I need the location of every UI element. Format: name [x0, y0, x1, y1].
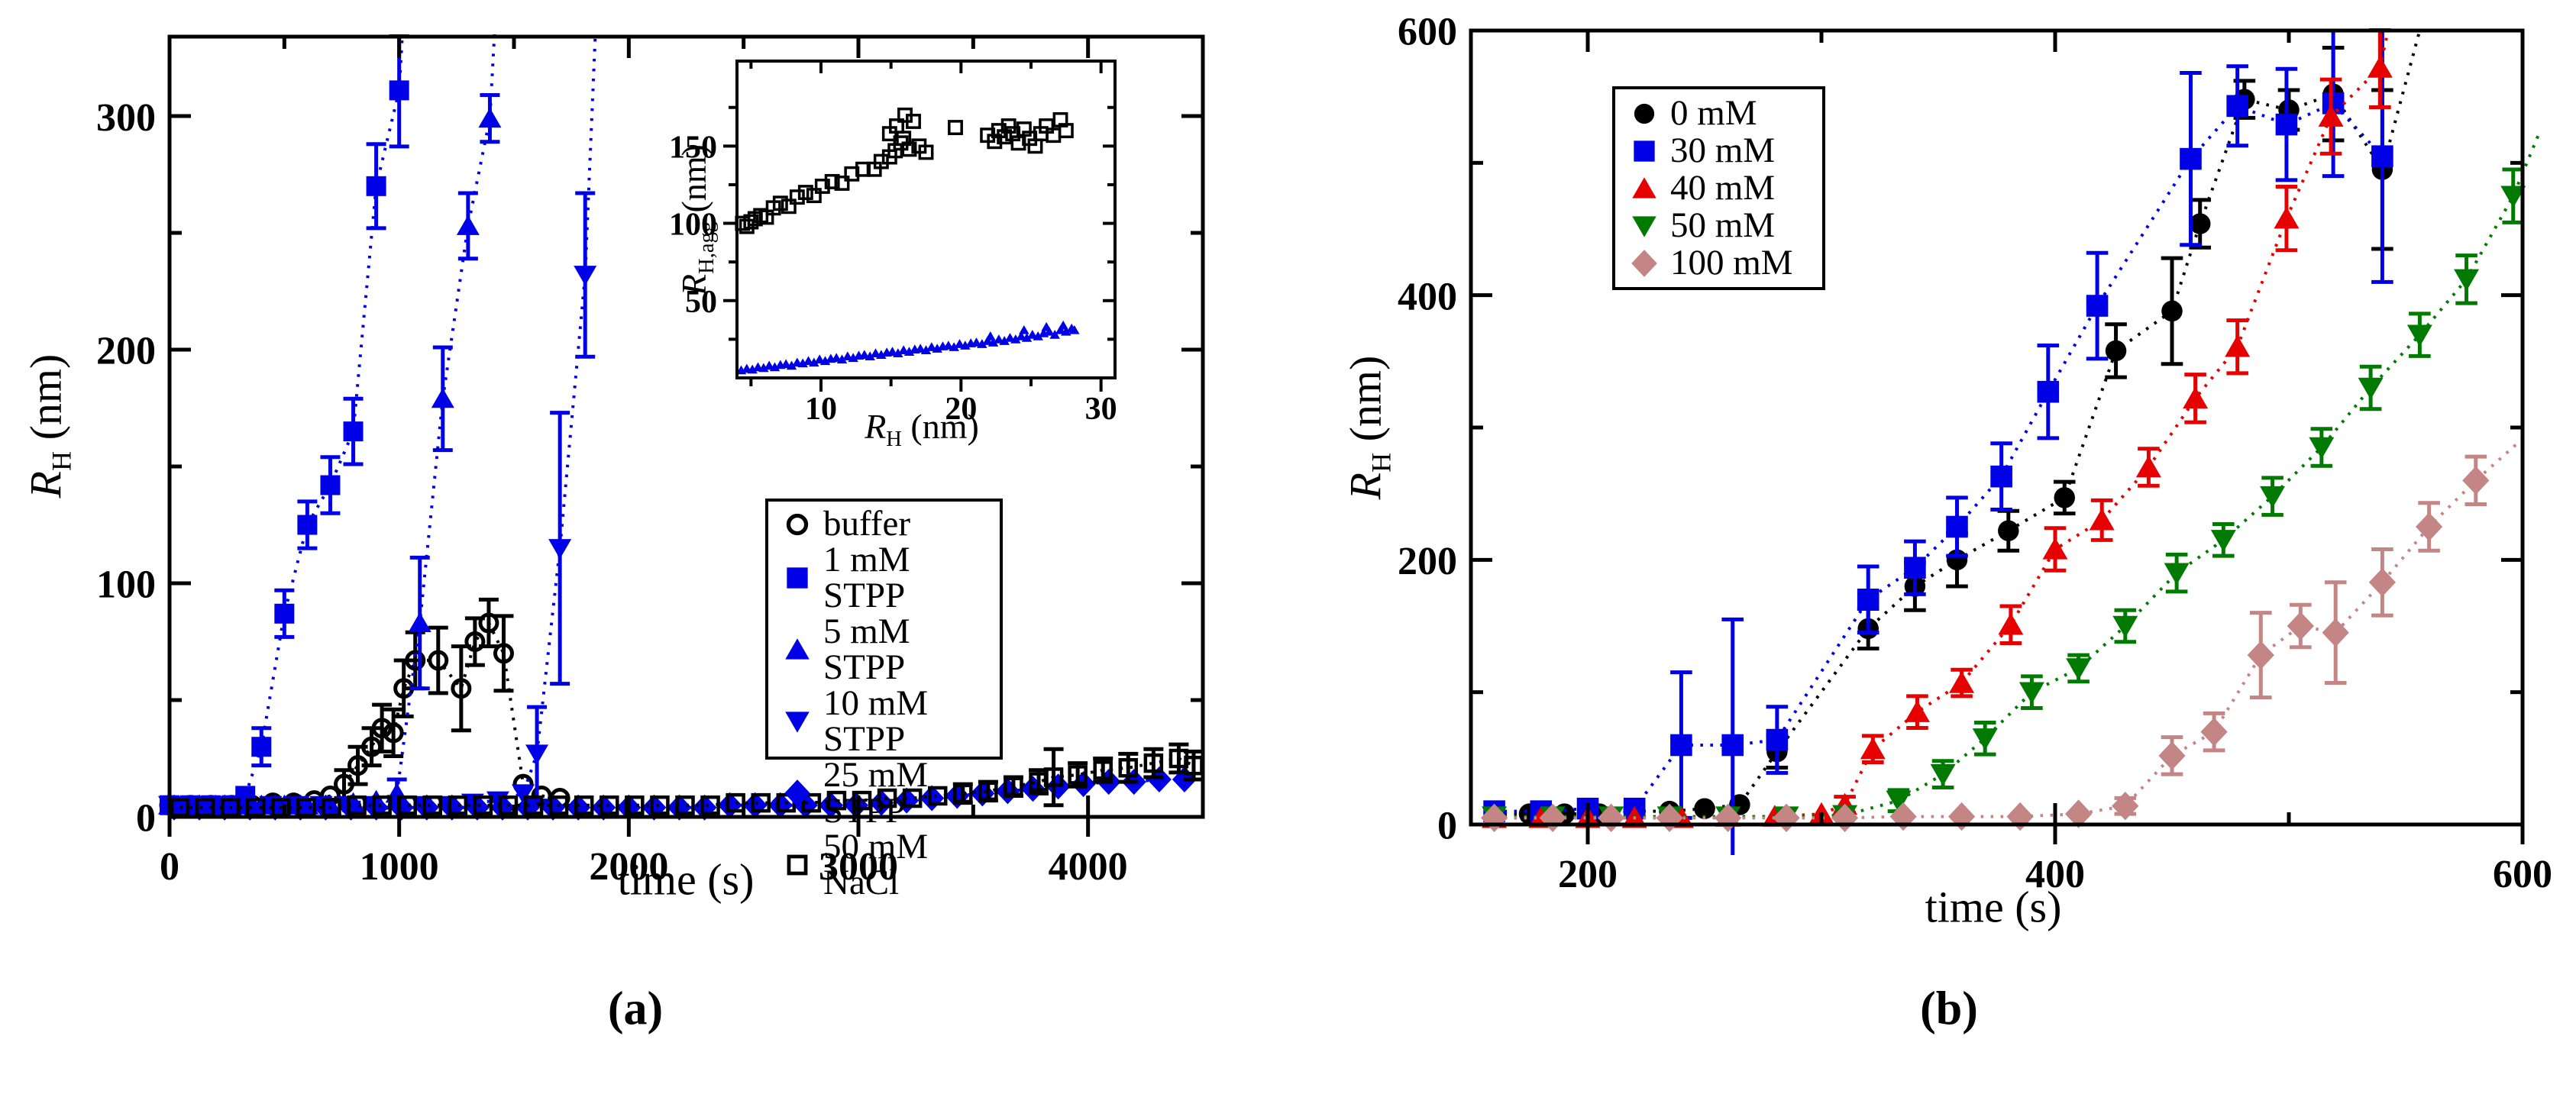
r-symbol: R [865, 406, 887, 446]
panel-a-legend: buffer 1 mM STPP 5 mM STPP 10 mM STPP 25 mM … [765, 499, 1003, 901]
svg-text:400: 400 [1398, 275, 1457, 318]
legend-entry-40-mm: 40 mM [1627, 170, 1810, 206]
legend-entry-30-mm: 30 mM [1627, 133, 1810, 169]
buffer-marker-icon [786, 513, 809, 535]
panel-b-legend: 0 mM 30 mM 40 mM 50 mM 100 mM [1612, 86, 1825, 290]
legend-entry-50-mm: 50 mM [1627, 208, 1810, 244]
panel-a-markers-1-mm-stpp [160, 80, 409, 815]
40-mm-marker-icon [1632, 176, 1656, 198]
inset-y-axis-label: RH,agg (nm) [674, 144, 719, 295]
legend-entry-label: 0 mM [1670, 93, 1757, 133]
legend-entry-0-mm: 0 mM [1627, 95, 1810, 131]
svg-text:100: 100 [96, 563, 156, 607]
legend-entry-5-mm-stpp: 5 mM STPP [781, 614, 987, 686]
inset-frame [735, 60, 1117, 379]
svg-text:300: 300 [96, 96, 156, 140]
5-mm-stpp-marker-icon [785, 638, 810, 660]
100-mm-marker-icon [1631, 249, 1657, 277]
inset-series-aggregates-nacl [735, 107, 1074, 234]
legend-entry-label: 5 mM STPP [823, 612, 910, 687]
r-subscript: H [46, 450, 77, 471]
r-subscript: H [1366, 452, 1397, 473]
panel-a-series-50-mm-nacl [170, 742, 1204, 818]
svg-text:4000: 4000 [1049, 845, 1128, 889]
r-symbol: R [21, 470, 71, 499]
panel-a-ticks: 0 1000 2000 3000 4000 0 100 200 300 [96, 37, 1205, 889]
svg-text:10: 10 [805, 392, 837, 427]
legend-entry-label: 50 mM [1670, 205, 1776, 245]
0-mm-marker-icon [1634, 103, 1655, 124]
svg-text:200: 200 [1398, 540, 1457, 583]
panel-b-markers-100-mm [1481, 466, 2490, 833]
svg-text:200: 200 [1558, 853, 1618, 896]
50-mm-nacl-marker-icon [787, 854, 808, 876]
legend-entry-label: 30 mM [1670, 131, 1776, 170]
inset-ticks: 10 20 30 50 100 150 [669, 61, 1117, 427]
r-unit: (nm) [674, 144, 713, 221]
svg-text:20: 20 [945, 392, 977, 427]
25-mm-stpp-marker-icon [784, 779, 810, 807]
panel-a-plot: 0 1000 2000 3000 4000 0 100 200 300 [96, 34, 1205, 889]
svg-text:0: 0 [160, 845, 179, 889]
svg-text:400: 400 [2025, 853, 2085, 896]
legend-entry-label: 100 mM [1670, 243, 1793, 282]
legend-entry-label: 50 mM NaCl [823, 827, 929, 902]
svg-text:0: 0 [1437, 805, 1457, 848]
inset-series-monomers-stpp [735, 320, 1080, 375]
caption-panel-b: (b) [1920, 983, 1978, 1035]
legend-entry-label: buffer [823, 504, 910, 544]
inset-x-axis-label: RH (nm) [865, 406, 979, 452]
legend-entry-10-mm-stpp: 10 mM STPP [781, 686, 987, 757]
10-mm-stpp-marker-icon [785, 712, 810, 733]
panel-b-plot: 200 400 600 0 200 400 600 [1398, 11, 2552, 896]
panel-a-series-1-mm-stpp [160, 34, 409, 815]
inset-markers-monomers-stpp [735, 320, 1080, 375]
r-unit: (nm) [901, 406, 979, 446]
panel-a-markers-50-mm-nacl [170, 748, 1204, 818]
r-subscript: H [886, 428, 902, 452]
svg-text:600: 600 [2493, 853, 2552, 896]
r-unit: (nm) [1340, 355, 1391, 453]
svg-text:150: 150 [669, 130, 717, 165]
legend-entry-label: 1 mM STPP [823, 540, 910, 615]
r-unit: (nm) [21, 353, 71, 451]
panel-b-x-axis-label: time (s) [1925, 882, 2062, 932]
svg-text:50: 50 [685, 285, 717, 320]
panel-a-y-axis-label: RH (nm) [21, 354, 78, 499]
legend-entry-1-mm-stpp: 1 mM STPP [781, 542, 987, 614]
legend-entry-label: 25 mM STPP [823, 755, 929, 831]
panel-a-series-buffer [159, 597, 570, 816]
svg-text:100: 100 [669, 208, 717, 243]
svg-text:3000: 3000 [819, 845, 898, 889]
panel-a-frame [167, 34, 1205, 819]
inset-markers-aggregates-nacl [735, 107, 1074, 234]
r-symbol: R [674, 273, 713, 295]
30-mm-marker-icon [1634, 140, 1655, 162]
svg-text:2000: 2000 [589, 845, 668, 889]
panel-a-x-axis-label: time (s) [617, 854, 755, 905]
svg-text:1000: 1000 [360, 845, 439, 889]
legend-entry-100-mm: 100 mM [1627, 245, 1810, 281]
svg-text:0: 0 [136, 797, 156, 841]
r-subscript: H,agg [695, 221, 719, 274]
panel-b-series-30-mm [1483, 28, 2393, 855]
caption-panel-a: (a) [607, 983, 664, 1035]
svg-text:200: 200 [96, 330, 156, 373]
1-mm-stpp-marker-icon [787, 567, 808, 589]
panel-b-ticks: 200 400 600 0 200 400 600 [1398, 11, 2552, 896]
50-mm-marker-icon [1632, 215, 1656, 237]
r-symbol: R [1340, 472, 1391, 500]
panel-b-y-axis-label: RH (nm) [1340, 356, 1398, 500]
legend-entry-label: 40 mM [1670, 168, 1776, 208]
legend-entry-25-mm-stpp: 25 mM STPP [781, 757, 987, 829]
legend-entry-50-mm-nacl: 50 mM NaCl [781, 829, 987, 901]
svg-text:30: 30 [1085, 392, 1117, 427]
panel-a-series-10-mm-stpp [158, 34, 597, 816]
inset-plot: 10 20 30 50 100 150 [669, 60, 1117, 427]
svg-text:600: 600 [1398, 11, 1457, 54]
legend-entry-buffer: buffer [781, 506, 987, 542]
legend-entry-label: 10 mM STPP [823, 683, 929, 759]
